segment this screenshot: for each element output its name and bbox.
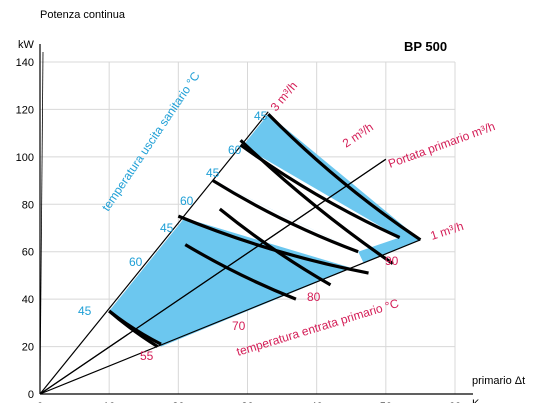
- y-axis-arrow: [39, 51, 44, 395]
- outlet-label-45d: 45: [254, 109, 268, 123]
- y-tick-label-0: 0: [28, 389, 34, 401]
- y-axis-unit: kW: [18, 39, 35, 51]
- outlet-label-45a: 45: [78, 304, 92, 318]
- x-tick-label-2: 20: [172, 401, 184, 403]
- x-tick-label-0: 0: [37, 401, 43, 403]
- x-tick-label-1: 10: [103, 401, 115, 403]
- inlet-label-55: 55: [140, 349, 154, 363]
- y-tick-label-4: 80: [22, 199, 34, 211]
- x-tick-label-5: 50: [380, 401, 392, 403]
- outlet-label-60b: 60: [180, 194, 194, 208]
- inlet-line-1: [184, 243, 297, 301]
- flow-line-mid: [39, 158, 387, 395]
- outlet-line-4: [267, 113, 422, 242]
- white-gap-0: [178, 180, 369, 274]
- y-tick-label-1: 20: [22, 342, 34, 354]
- flow-line-0: [39, 239, 421, 395]
- chart-title: BP 500: [404, 39, 447, 54]
- flow-label-3: 3 m³/h: [268, 79, 301, 114]
- outlet-label-45b: 45: [160, 221, 174, 235]
- inlet-line-2: [218, 207, 332, 287]
- y-tick-label-7: 140: [16, 57, 34, 69]
- x-tick-label-3: 30: [241, 401, 253, 403]
- y-axis-title: Potenza continua: [40, 9, 126, 21]
- outlet-group-label: temperatura uscita sanitario °C: [99, 69, 203, 214]
- x-axis-unit: K: [472, 398, 480, 403]
- y-tick-label-5: 100: [16, 152, 34, 164]
- inlet-line-0: [108, 309, 159, 348]
- flow-label-1: 1 m³/h: [429, 219, 466, 243]
- outlet-label-60c: 60: [228, 143, 242, 157]
- outlet-label-45c: 45: [206, 166, 220, 180]
- flow-line-2: [39, 111, 269, 395]
- ticks: 0 20 40 60 80 100 120 140 0 10 20 30 40 50 60: [16, 57, 461, 403]
- outlet-label-60a: 60: [129, 255, 143, 269]
- inlet-line-3: [239, 139, 394, 265]
- y-tick-label-2: 40: [22, 294, 34, 306]
- lines: [39, 51, 422, 395]
- flow-label-2: 2 m³/h: [340, 120, 376, 151]
- flow-group-label: Portata primario m³/h: [386, 119, 497, 171]
- x-axis-title: primario Δt: [472, 375, 525, 387]
- inlet-label-80: 80: [307, 290, 321, 304]
- x-tick-label-4: 40: [311, 401, 323, 403]
- y-tick-label-6: 120: [16, 104, 34, 116]
- x-tick-label-6: 60: [449, 401, 461, 403]
- inlet-label-70: 70: [232, 319, 246, 333]
- y-tick-label-3: 60: [22, 247, 34, 259]
- outlet-line-2: [212, 179, 359, 254]
- inlet-label-90: 90: [385, 254, 399, 268]
